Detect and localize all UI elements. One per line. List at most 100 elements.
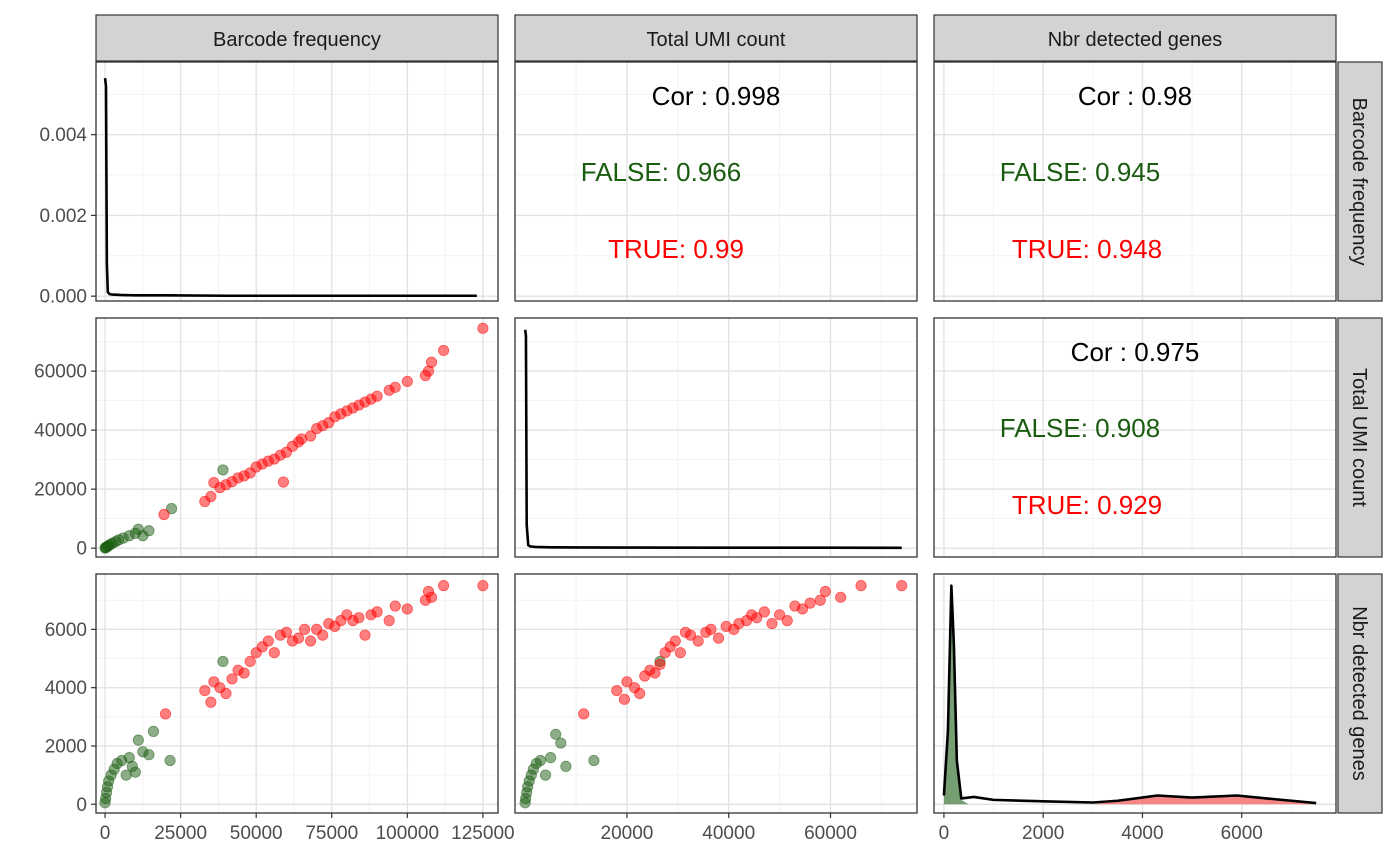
cor-overall-genes-umi: Cor : 0.975: [1071, 337, 1200, 367]
point-true: [774, 609, 786, 621]
y-tick-label: 2000: [45, 736, 87, 757]
panel-r0-c1: [515, 62, 917, 301]
panel-r2-c0: [96, 574, 498, 813]
y-tick-label: 0.002: [39, 206, 87, 227]
scatter-umi_genes: [519, 580, 908, 809]
point-false: [534, 754, 547, 767]
x-tick-label: 50000: [230, 823, 283, 844]
point-true: [618, 693, 631, 705]
y-tick-label: 0.004: [39, 125, 87, 146]
point-false: [129, 766, 141, 778]
panel-border: [933, 317, 1337, 558]
panel-border: [933, 61, 1337, 302]
point-false: [545, 752, 557, 764]
point-true: [292, 632, 305, 644]
panel-border: [95, 61, 499, 302]
x-tick-label: 2000: [1022, 823, 1064, 844]
point-true: [205, 696, 217, 708]
cor-true-umi-barcode: TRUE: 0.99: [608, 234, 744, 264]
panel-background: [515, 574, 917, 813]
scatter-bc_genes: [99, 580, 489, 809]
point-true: [437, 344, 450, 357]
point-false: [143, 749, 155, 761]
point-true: [437, 580, 450, 592]
panel-border: [514, 61, 918, 302]
point-true: [226, 673, 238, 685]
point-false: [147, 725, 160, 737]
panel-border: [933, 573, 1337, 814]
density-line-r2: [942, 584, 1317, 805]
x-tick-label: 40000: [702, 823, 755, 844]
point-true: [371, 390, 383, 402]
y-tick-label: 0: [76, 795, 87, 816]
panel-background: [934, 62, 1336, 301]
point-false: [588, 754, 600, 767]
cor-true-genes-umi: TRUE: 0.929: [1012, 490, 1162, 520]
point-true: [649, 667, 661, 679]
point-true: [401, 375, 413, 388]
y-tick-label: 6000: [45, 620, 87, 641]
cor-true-genes-barcode: TRUE: 0.948: [1012, 234, 1162, 264]
point-true: [896, 580, 908, 592]
panel-background: [934, 574, 1336, 813]
x-tick-label: 100000: [376, 823, 439, 844]
point-true: [158, 508, 170, 521]
y-tick-label: 4000: [45, 678, 87, 699]
point-true: [425, 591, 438, 603]
y-tick-label: 20000: [34, 480, 87, 501]
x-tick-label: 0: [939, 823, 950, 844]
point-false: [164, 754, 176, 767]
point-true: [611, 684, 623, 697]
col-strip-barcode-frequency: Barcode frequency: [213, 29, 381, 51]
point-true: [383, 615, 395, 627]
point-true: [371, 606, 383, 618]
point-false: [560, 760, 572, 772]
x-tick-label: 25000: [154, 823, 207, 844]
panel-background: [934, 318, 1336, 557]
cor-overall-genes-barcode: Cor : 0.98: [1078, 81, 1192, 111]
point-false: [143, 525, 155, 537]
point-false: [217, 464, 229, 476]
panel-r2-c2: [934, 574, 1336, 813]
row-strip-barcode-frequency: Barcode frequency: [1348, 98, 1370, 266]
point-true: [199, 684, 211, 697]
point-true: [669, 635, 681, 647]
point-true: [819, 585, 832, 598]
point-true: [238, 667, 250, 679]
point-true: [814, 594, 826, 606]
point-false: [217, 655, 229, 668]
point-true: [855, 580, 867, 592]
panel-r1-c2: [934, 318, 1336, 557]
density-line-r0: [103, 78, 477, 298]
point-true: [389, 600, 401, 612]
col-strip-nbr-detected-genes: Nbr detected genes: [1048, 29, 1223, 51]
point-true: [781, 615, 793, 627]
point-false: [539, 769, 552, 781]
panel-border: [514, 317, 918, 558]
x-tick-label: 20000: [601, 823, 654, 844]
y-tick-label: 40000: [34, 421, 87, 442]
point-true: [359, 629, 371, 641]
y-tick-label: 0.000: [39, 287, 87, 308]
point-true: [674, 647, 686, 659]
point-true: [751, 612, 763, 624]
point-true: [712, 632, 725, 644]
point-true: [477, 580, 489, 592]
point-true: [766, 617, 778, 630]
x-tick-label: 6000: [1221, 823, 1263, 844]
point-true: [634, 687, 646, 700]
y-tick-label: 60000: [34, 362, 87, 383]
point-false: [132, 734, 144, 746]
point-true: [262, 635, 274, 647]
x-tick-label: 4000: [1121, 823, 1163, 844]
point-true: [758, 606, 770, 618]
row-strip-total-umi-count: Total UMI count: [1348, 368, 1370, 507]
panel-r0-c0: [96, 62, 498, 301]
point-true: [159, 708, 172, 720]
point-true: [389, 381, 401, 393]
point-true: [244, 655, 256, 668]
point-true: [317, 629, 329, 641]
cor-overall-umi-barcode: Cor : 0.998: [652, 81, 781, 111]
panel-background: [96, 62, 498, 301]
